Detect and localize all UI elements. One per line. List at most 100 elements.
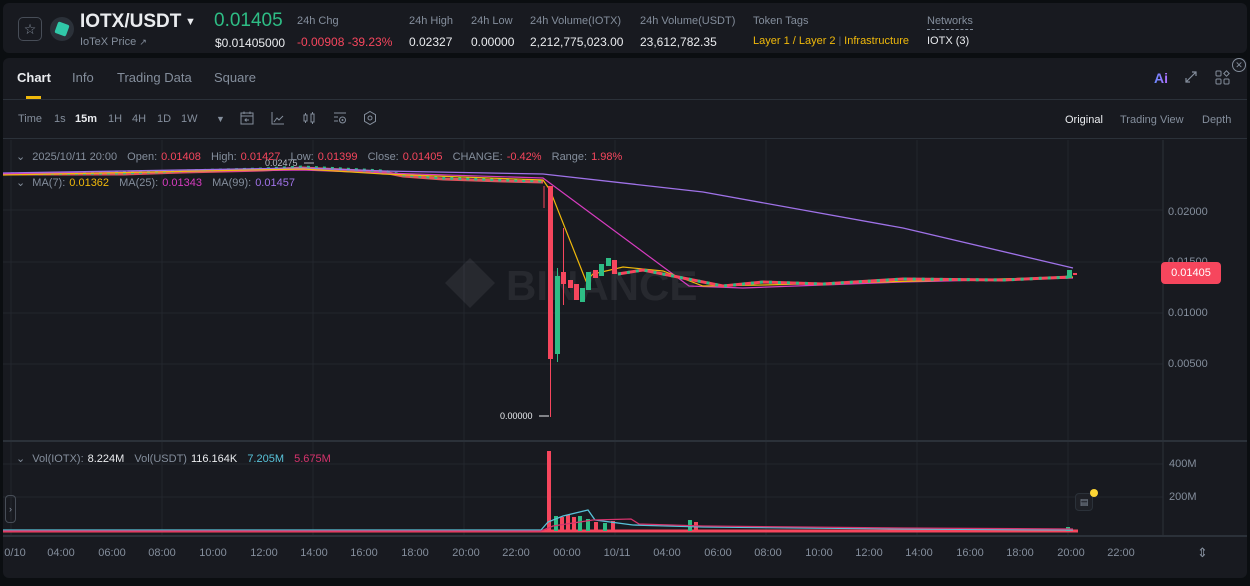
notes-icon[interactable]: ▤ [1075,493,1093,511]
settings-list-icon[interactable] [332,110,350,128]
expand-icon[interactable] [1184,70,1198,88]
time-axis-label: 16:00 [956,547,984,559]
collapse-chevron-icon[interactable]: ⌄ [16,151,26,163]
stat-label: 24h Volume(IOTX) [530,15,622,27]
view-original[interactable]: Original [1065,114,1103,126]
vol-iotx-value: 8.224M [87,453,125,465]
vol-ma1-value: 7.205M [247,453,285,465]
view-trading-view[interactable]: Trading View [1120,114,1184,126]
time-axis-label: 20:00 [1057,547,1085,559]
time-axis-label: 14:00 [300,547,328,559]
auto-scale-icon[interactable]: ⇕ [1197,545,1208,560]
ma99-label: MA(99): [212,177,252,189]
interval-1d[interactable]: 1D [157,113,172,125]
open-label: Open: [127,151,158,163]
interval-15m[interactable]: 15m [75,113,98,125]
ma-legend: ⌄ MA(7): 0.01362 MA(25): 0.01343 MA(99): 0.… [16,176,302,189]
pair-selector[interactable]: IOTX/USDT [80,11,182,32]
svg-text:0.02475: 0.02475 [265,158,298,168]
interval-1w[interactable]: 1W [181,113,198,125]
vol-ma2-value: 5.675M [294,453,331,465]
vol-usdt-value: 116.164K [190,453,238,465]
close-circle-icon[interactable]: ✕ [1232,58,1246,72]
price-axis-label: 0.02000 [1168,206,1208,218]
high-value: 0.01427 [240,151,281,163]
time-axis-label: 16:00 [350,547,378,559]
chart-toolbar: Time 1s 15m 1H 4H 1D 1W ▼ Original Tradi… [3,101,1247,139]
stat-24h-change: 24h Chg -0.00908 -39.23% [297,15,392,49]
ohlc-legend: ⌄ 2025/10/11 20:00 Open: 0.01408 High: 0.0… [16,150,629,163]
pair-dropdown-caret-icon[interactable]: ▼ [185,16,196,28]
tab-trading-data[interactable]: Trading Data [117,70,192,85]
notification-dot [1090,489,1098,497]
interval-dropdown-caret-icon[interactable]: ▼ [216,114,225,124]
indicator-line-icon[interactable] [270,110,288,128]
favorite-star-icon[interactable]: ☆ [18,17,42,41]
last-price: 0.01405 [214,10,283,31]
time-axis-label: 08:00 [148,547,176,559]
time-axis-label: 22:00 [502,547,530,559]
tag-layer1-layer2[interactable]: Layer 1 / Layer 2 [753,35,836,47]
tab-chart[interactable]: Chart [17,70,51,85]
tag-infrastructure[interactable]: Infrastructure [844,35,909,47]
time-axis-label: 22:00 [1107,547,1135,559]
stat-value: 0.00000 [471,35,515,49]
calendar-icon[interactable] [239,110,257,128]
external-link-icon: ↗ [139,37,147,47]
stat-24h-volume-usdt: 24h Volume(USDT) 23,612,782.35 [640,15,735,49]
high-label: High: [210,151,237,163]
collapse-chevron-icon[interactable]: ⌄ [16,453,26,465]
tab-info[interactable]: Info [72,70,94,85]
interval-4h[interactable]: 4H [132,113,147,125]
price-axis-label: 0.00500 [1168,358,1208,370]
low-value: 0.01399 [317,151,358,163]
expand-left-handle[interactable]: › [5,495,16,523]
iotex-logo-icon [50,17,74,41]
tab-square[interactable]: Square [214,70,256,85]
token-tags: Token Tags Layer 1 / Layer 2 | Infrastruct… [753,15,909,47]
time-axis-label: 06:00 [704,547,732,559]
tag-separator: | [838,36,842,47]
stat-24h-low: 24h Low 0.00000 [471,15,514,49]
time-axis-label: 04:00 [653,547,681,559]
stat-label: 24h Volume(USDT) [640,15,736,27]
chart-canvas[interactable]: BINANCE [3,140,1247,578]
candle-icon[interactable] [301,110,319,128]
price-axis-label: 0.01000 [1168,307,1208,319]
interval-1s[interactable]: 1s [54,113,66,125]
ticker-header: ☆ IOTX/USDT ▼ IoTeX Price ↗ 0.01405 $0.0… [3,3,1247,53]
ma7-label: MA(7): [32,177,66,189]
candlestick-chart[interactable]: BINANCE [3,140,1247,578]
coin-price-link[interactable]: IoTeX Price ↗ [80,36,147,48]
time-axis-label: 0/10 [4,547,26,559]
change-value: -0.42% [506,151,542,163]
volume-legend: ⌄ Vol(IOTX): 8.224M Vol(USDT) 116.164K 7.2… [16,452,338,465]
stat-value: 23,612,782.35 [640,35,717,49]
time-axis-label: 08:00 [754,547,782,559]
active-tab-indicator [26,96,41,99]
svg-text:0.00000: 0.00000 [500,411,533,421]
layout-grid-icon[interactable] [1215,70,1231,90]
time-axis-label: 10/11 [603,547,631,559]
ai-icon[interactable]: Ai [1154,70,1168,86]
networks-label[interactable]: Networks [927,15,973,30]
stat-label: Token Tags [753,15,809,27]
collapse-chevron-icon[interactable]: ⌄ [16,177,26,189]
time-axis-label: 04:00 [47,547,75,559]
vol-iotx-label: Vol(IOTX): [32,453,84,465]
stat-24h-high: 24h High 0.02327 [409,15,453,49]
view-depth[interactable]: Depth [1202,114,1232,126]
time-axis-label: 18:00 [401,547,429,559]
hexagon-settings-icon[interactable] [362,110,380,128]
interval-1h[interactable]: 1H [108,113,123,125]
volume-axis-label: 400M [1169,458,1197,470]
coin-name: IoTeX Price [80,36,137,48]
usd-price: $0.01405000 [215,36,286,50]
change-label: CHANGE: [452,151,503,163]
ma7-value: 0.01362 [69,177,110,189]
ma25-label: MA(25): [119,177,159,189]
time-label: Time [18,113,43,125]
chart-panel: Chart Info Trading Data Square Ai ✕ Time… [3,58,1247,578]
time-axis[interactable]: 0/10 04:00 06:00 08:00 10:00 12:00 14:00… [3,542,1247,566]
stat-value: 2,212,775,023.00 [530,35,624,49]
